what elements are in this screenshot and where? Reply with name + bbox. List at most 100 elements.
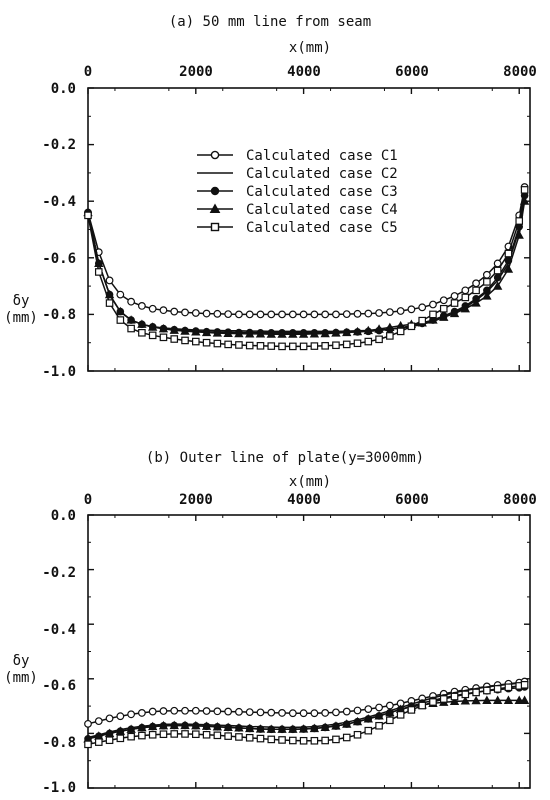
chart-a-point-c1 bbox=[439, 296, 448, 305]
chart-a-point-c4 bbox=[201, 327, 212, 337]
chart-b: (b) Outer line of plate(y=3000mm) x(mm) … bbox=[4, 450, 537, 796]
chart-b-point-c5 bbox=[353, 730, 362, 739]
legend-marker-c3 bbox=[210, 186, 220, 196]
chart-b-point-c4 bbox=[492, 695, 503, 704]
chart-b-point-c4 bbox=[352, 716, 363, 726]
legend-label-c5: Calculated case C5 bbox=[246, 220, 398, 236]
chart-b-point-c5 bbox=[450, 692, 459, 701]
chart-b-point-c1 bbox=[159, 707, 168, 715]
chart-a-point-c5 bbox=[407, 322, 416, 331]
chart-a-point-c4 bbox=[169, 325, 179, 334]
chart-b-axes bbox=[87, 514, 531, 789]
chart-b-series bbox=[83, 677, 530, 749]
chart-a-point-c4 bbox=[514, 230, 524, 239]
chart-a-point-c5 bbox=[202, 338, 211, 347]
legend-marker-c1 bbox=[210, 150, 220, 160]
chart-a-ylabel-line1: δy bbox=[13, 293, 30, 309]
legend-entry-c1: Calculated case C1 bbox=[197, 148, 398, 164]
chart-a-point-c4 bbox=[482, 291, 492, 300]
chart-a-point-c4 bbox=[352, 326, 363, 336]
chart-b-point-c5 bbox=[520, 681, 529, 689]
chart-b-ylabel-line2: (mm) bbox=[4, 670, 38, 686]
chart-b-point-c5 bbox=[267, 735, 276, 744]
chart-b-point-c5 bbox=[84, 740, 92, 749]
chart-a-point-c1 bbox=[418, 303, 427, 312]
chart-b-point-c4 bbox=[115, 726, 126, 735]
chart-b-point-c5 bbox=[105, 736, 114, 745]
chart-a-point-c5 bbox=[342, 340, 351, 349]
chart-b-point-c5 bbox=[159, 730, 168, 739]
chart-a-point-c5 bbox=[278, 342, 286, 351]
chart-b-point-c4 bbox=[245, 723, 255, 733]
chart-b-series-line-c1 bbox=[87, 680, 525, 725]
chart-b-point-c1 bbox=[191, 706, 200, 715]
chart-a-xtick-2: 4000 bbox=[287, 64, 321, 80]
chart-b-point-c5 bbox=[181, 730, 189, 738]
chart-b-xtick-2: 4000 bbox=[287, 492, 321, 508]
legend: Calculated case C1 Calculated case C2 Ca… bbox=[197, 148, 398, 236]
chart-a-point-c4 bbox=[223, 328, 233, 337]
chart-b-point-c1 bbox=[310, 709, 319, 718]
chart-a-point-c1 bbox=[482, 270, 491, 279]
chart-b-point-c4 bbox=[519, 695, 530, 704]
chart-a-point-c1 bbox=[148, 304, 157, 313]
chart-b-ytick-5: -1.0 bbox=[42, 780, 76, 796]
chart-b-point-c4 bbox=[191, 720, 201, 730]
chart-a-point-c4 bbox=[342, 327, 352, 337]
chart-a-ytick-5: -1.0 bbox=[42, 364, 76, 380]
chart-a-xtick-1: 2000 bbox=[179, 64, 213, 80]
chart-b-point-c1 bbox=[127, 710, 136, 719]
chart-b-point-c4 bbox=[374, 711, 384, 720]
chart-b-point-c1 bbox=[267, 708, 276, 717]
legend-label-c3: Calculated case C3 bbox=[246, 184, 398, 200]
chart-b-point-c1 bbox=[224, 707, 233, 716]
chart-a-point-c4 bbox=[385, 322, 395, 332]
chart-a-point-c4 bbox=[331, 328, 341, 337]
chart-a-point-c1 bbox=[127, 297, 136, 306]
chart-a-point-c5 bbox=[353, 339, 362, 348]
chart-b-point-c1 bbox=[245, 708, 254, 717]
chart-b-point-c5 bbox=[213, 731, 222, 740]
chart-a-point-c4 bbox=[234, 328, 244, 338]
chart-a-point-c3 bbox=[493, 273, 502, 282]
chart-b-point-c1 bbox=[202, 707, 211, 715]
chart-a-point-c4 bbox=[148, 322, 158, 331]
chart-a-point-c5 bbox=[439, 304, 448, 313]
chart-a-point-c4 bbox=[245, 329, 255, 338]
chart-b-ytick-4: -0.8 bbox=[42, 735, 76, 751]
chart-b-point-c1 bbox=[94, 717, 103, 726]
chart-b-point-c1 bbox=[181, 706, 189, 715]
chart-b-xlabel: x(mm) bbox=[289, 474, 331, 490]
chart-a-point-c1 bbox=[461, 286, 470, 295]
legend-entry-c2: Calculated case C2 bbox=[197, 166, 398, 182]
chart-a-point-c5 bbox=[235, 341, 243, 349]
chart-a-ytick-0: 0.0 bbox=[51, 81, 76, 97]
chart-b-point-c4 bbox=[148, 721, 158, 731]
chart-a-point-c1 bbox=[278, 310, 286, 319]
chart-a-point-c4 bbox=[266, 329, 276, 338]
chart-b-point-c4 bbox=[342, 719, 352, 728]
chart-b-point-c1 bbox=[138, 709, 146, 717]
chart-b-point-c1 bbox=[213, 707, 222, 716]
chart-b-point-c1 bbox=[170, 706, 179, 715]
chart-b-point-c5 bbox=[202, 730, 211, 739]
chart-a-point-c5 bbox=[170, 335, 179, 343]
chart-a-point-c5 bbox=[332, 341, 340, 350]
chart-b-point-c4 bbox=[180, 720, 190, 730]
chart-a-point-c5 bbox=[138, 328, 146, 337]
chart-a-point-c5 bbox=[267, 342, 276, 350]
chart-b-point-c5 bbox=[386, 716, 394, 725]
chart-b-title: (b) Outer line of plate(y=3000mm) bbox=[146, 450, 424, 466]
chart-a-point-c4 bbox=[212, 328, 223, 337]
chart-a-point-c1 bbox=[385, 308, 394, 317]
chart-b-point-c5 bbox=[439, 695, 448, 703]
chart-a-point-c5 bbox=[310, 342, 319, 350]
chart-a-point-c1 bbox=[245, 310, 254, 319]
chart-b-point-c4 bbox=[169, 720, 179, 730]
chart-a-point-c5 bbox=[450, 299, 459, 307]
chart-b-point-c5 bbox=[310, 736, 319, 745]
chart-b-point-c4 bbox=[320, 722, 330, 731]
chart-a-ylabel-line2: (mm) bbox=[4, 310, 38, 326]
legend-marker-c4 bbox=[209, 203, 221, 213]
chart-b-point-c5 bbox=[483, 686, 491, 695]
